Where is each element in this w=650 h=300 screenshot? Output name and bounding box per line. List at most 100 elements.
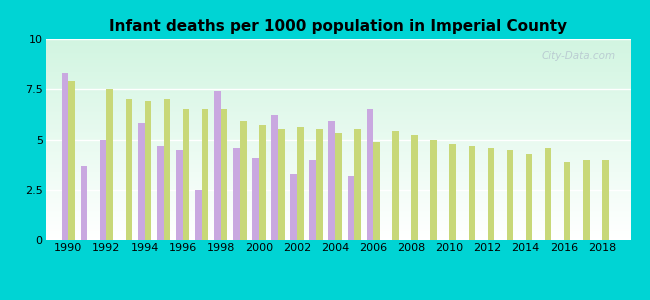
Bar xyxy=(46,197,630,198)
Bar xyxy=(46,94,630,95)
Bar xyxy=(46,76,630,77)
Bar xyxy=(259,125,266,240)
Bar xyxy=(46,70,630,71)
Bar xyxy=(46,100,630,101)
Bar xyxy=(240,122,246,240)
Bar xyxy=(46,121,630,122)
Bar xyxy=(46,190,630,191)
Bar xyxy=(46,72,630,73)
Bar xyxy=(46,183,630,184)
Bar xyxy=(545,148,551,240)
Bar xyxy=(46,206,630,207)
Bar xyxy=(46,130,630,131)
Bar xyxy=(46,151,630,152)
Bar xyxy=(373,142,380,240)
Bar xyxy=(46,131,630,132)
Bar xyxy=(46,71,630,72)
Title: Infant deaths per 1000 population in Imperial County: Infant deaths per 1000 population in Imp… xyxy=(109,19,567,34)
Bar xyxy=(46,62,630,63)
Bar xyxy=(602,160,608,240)
Bar xyxy=(46,90,630,91)
Bar xyxy=(46,89,630,90)
Bar xyxy=(46,65,630,66)
Bar xyxy=(46,184,630,185)
Bar xyxy=(469,146,475,240)
Bar xyxy=(291,174,297,240)
Bar xyxy=(46,47,630,48)
Bar xyxy=(46,59,630,60)
Bar xyxy=(46,136,630,137)
Bar xyxy=(328,122,335,240)
Bar xyxy=(46,173,630,174)
Bar xyxy=(46,157,630,158)
Bar xyxy=(62,73,68,240)
Bar xyxy=(46,189,630,190)
Bar xyxy=(46,64,630,65)
Bar xyxy=(46,150,630,151)
Bar xyxy=(46,46,630,47)
Bar xyxy=(46,122,630,123)
Bar xyxy=(233,148,240,240)
Bar xyxy=(46,156,630,157)
Bar xyxy=(46,153,630,154)
Bar xyxy=(46,82,630,83)
Bar xyxy=(157,146,164,240)
Bar xyxy=(221,109,228,240)
Bar xyxy=(46,232,630,233)
Bar xyxy=(46,207,630,208)
Bar xyxy=(46,102,630,103)
Bar xyxy=(46,231,630,232)
Bar xyxy=(46,180,630,181)
Bar xyxy=(46,224,630,225)
Bar xyxy=(214,91,221,240)
Bar xyxy=(144,101,151,240)
Bar xyxy=(46,67,630,68)
Bar xyxy=(46,154,630,155)
Bar xyxy=(46,185,630,186)
Bar xyxy=(46,133,630,134)
Bar xyxy=(309,160,316,240)
Bar xyxy=(564,162,571,240)
Bar xyxy=(46,45,630,46)
Bar xyxy=(46,95,630,96)
Bar xyxy=(46,227,630,228)
Bar xyxy=(46,139,630,140)
Bar xyxy=(46,128,630,129)
Bar xyxy=(46,181,630,182)
Bar xyxy=(46,230,630,231)
Bar xyxy=(46,144,630,145)
Bar xyxy=(46,218,630,219)
Bar xyxy=(46,44,630,45)
Bar xyxy=(46,118,630,119)
Bar xyxy=(46,123,630,124)
Bar xyxy=(46,85,630,86)
Bar xyxy=(46,74,630,75)
Bar xyxy=(46,158,630,159)
Bar xyxy=(46,50,630,51)
Bar xyxy=(46,214,630,215)
Bar xyxy=(46,174,630,175)
Bar xyxy=(46,52,630,53)
Bar xyxy=(46,219,630,220)
Bar xyxy=(46,120,630,121)
Bar xyxy=(46,239,630,240)
Bar xyxy=(46,66,630,67)
Bar xyxy=(46,135,630,136)
Bar xyxy=(46,117,630,118)
Bar xyxy=(46,49,630,50)
Bar xyxy=(46,43,630,44)
Bar xyxy=(46,57,630,58)
Bar xyxy=(46,87,630,88)
Bar xyxy=(46,194,630,195)
Bar xyxy=(46,216,630,217)
Bar xyxy=(46,223,630,224)
Bar xyxy=(46,107,630,108)
Bar xyxy=(46,176,630,177)
Bar xyxy=(46,160,630,161)
Bar xyxy=(46,80,630,81)
Bar xyxy=(46,125,630,126)
Bar xyxy=(46,198,630,199)
Bar xyxy=(46,98,630,99)
Bar xyxy=(46,73,630,74)
Bar xyxy=(46,233,630,234)
